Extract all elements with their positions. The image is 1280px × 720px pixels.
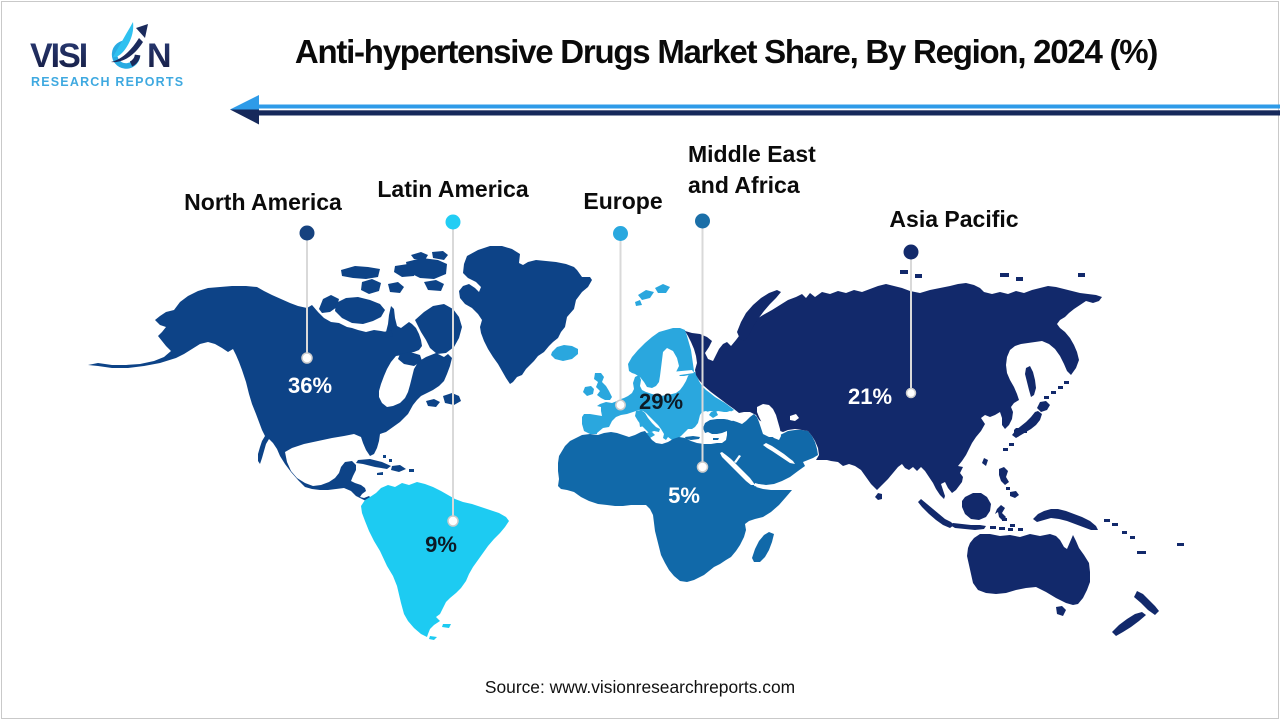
svg-text:Asia Pacific: Asia Pacific	[889, 206, 1018, 232]
svg-text:21%: 21%	[848, 384, 892, 409]
svg-text:North America: North America	[184, 189, 342, 215]
svg-text:RESEARCH REPORTS: RESEARCH REPORTS	[31, 75, 184, 89]
svg-text:Latin America: Latin America	[377, 176, 528, 202]
svg-text:and Africa: and Africa	[688, 172, 800, 198]
svg-text:29%: 29%	[639, 389, 683, 414]
svg-text:5%: 5%	[668, 483, 700, 508]
svg-text:9%: 9%	[425, 532, 457, 557]
svg-text:Source: www.visionresearchrepo: Source: www.visionresearchreports.com	[485, 677, 795, 697]
svg-text:VISI: VISI	[30, 37, 87, 75]
svg-text:36%: 36%	[288, 373, 332, 398]
svg-text:Anti-hypertensive Drugs Market: Anti-hypertensive Drugs Market Share, By…	[295, 33, 1157, 70]
svg-text:Middle East: Middle East	[688, 141, 816, 167]
svg-text:Europe: Europe	[583, 188, 662, 214]
svg-text:N: N	[147, 37, 172, 75]
